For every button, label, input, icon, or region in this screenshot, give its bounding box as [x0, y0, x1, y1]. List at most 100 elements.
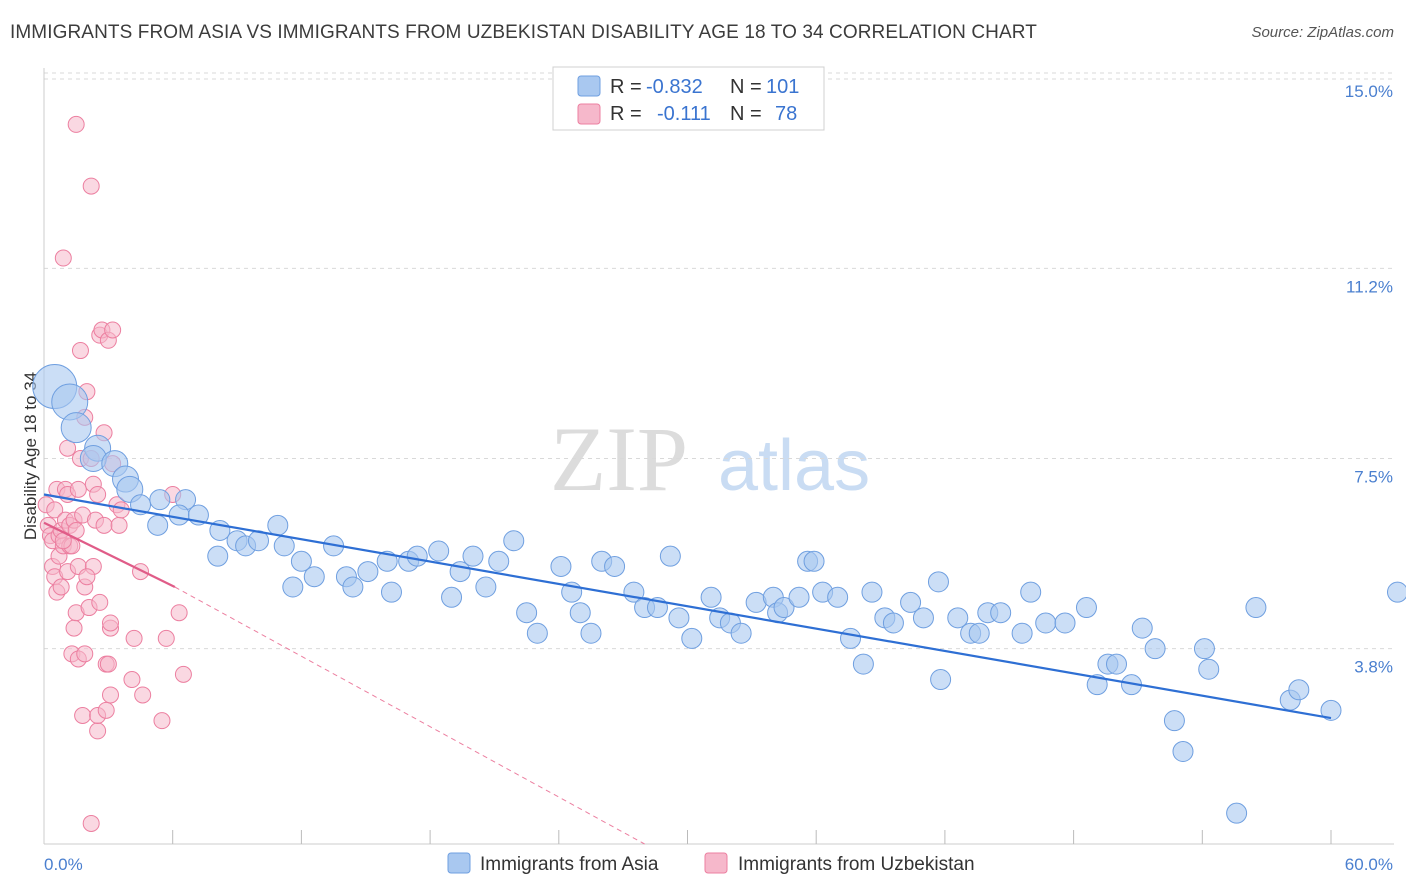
uzbekistan-point — [170, 604, 188, 622]
asia-point — [1386, 581, 1406, 603]
asia-point — [788, 586, 810, 608]
asia-point — [428, 540, 450, 562]
uzbekistan-point — [132, 563, 150, 581]
asia-point — [773, 597, 795, 619]
asia-point — [604, 555, 626, 577]
asia-point — [267, 514, 289, 536]
legend-r-label-asia: R = — [610, 76, 642, 98]
asia-point — [580, 622, 602, 644]
uzbekistan-point — [54, 249, 72, 267]
asia-point — [569, 602, 591, 624]
asia-point — [516, 602, 538, 624]
uzbekistan-point — [74, 707, 92, 724]
legend-n-label-uzbekistan: N = — [730, 103, 762, 125]
axes — [43, 68, 1394, 845]
chart-title: IMMIGRANTS FROM ASIA VS IMMIGRANTS FROM … — [10, 22, 1037, 43]
y-tick-label: 15.0% — [1345, 82, 1393, 101]
asia-point — [700, 586, 722, 608]
legend-r-label-uzbekistan: R = — [610, 103, 642, 125]
uzbekistan-point — [110, 516, 128, 534]
series-legend-label-asia: Immigrants from Asia — [480, 854, 659, 875]
asia-point — [827, 586, 849, 608]
uzbekistan-point — [65, 619, 83, 637]
uzbekistan-point — [125, 629, 143, 647]
asia-point — [968, 622, 990, 644]
asia-point — [1288, 679, 1310, 701]
uzbekistan-point — [46, 501, 64, 519]
asia-point — [1144, 638, 1166, 660]
uzbekistan-point — [89, 722, 107, 740]
asia-point — [1035, 612, 1057, 634]
series-legend-label-uzbekistan: Immigrants from Uzbekistan — [738, 854, 975, 875]
uzbekistan-point — [76, 645, 94, 663]
series-legend-swatch-asia — [447, 852, 471, 874]
legend-swatch-uzbekistan — [577, 103, 601, 125]
asia-point — [1086, 674, 1108, 696]
asia-point — [168, 504, 190, 526]
asia-point — [149, 489, 171, 511]
uzbekistan-point — [71, 342, 89, 360]
asia-point — [406, 545, 428, 567]
uzbekistan-point — [89, 485, 107, 503]
uzbekistan-point — [101, 686, 119, 704]
asia-point — [147, 514, 169, 536]
series-legend-swatch-uzbekistan — [704, 852, 728, 874]
asia-point — [659, 545, 681, 567]
asia-point — [882, 612, 904, 634]
uzbekistan-point — [123, 671, 141, 689]
legend-n-label-asia: N = — [730, 76, 762, 98]
grid-lines — [44, 72, 1394, 650]
asia-point — [376, 550, 398, 572]
uzbekistan-trendline-extension — [174, 586, 645, 845]
asia-point — [488, 550, 510, 572]
asia-point — [1075, 597, 1097, 619]
legend-r-value-asia: -0.832 — [646, 76, 703, 98]
uzbekistan-point — [91, 593, 109, 611]
legend-n-value-uzbekistan: 78 — [775, 103, 797, 125]
asia-point — [1054, 612, 1076, 634]
uzbekistan-trendline — [43, 521, 176, 588]
asia-point — [803, 550, 825, 572]
uzbekistan-point — [52, 578, 70, 596]
y-axis-tick-labels: 3.8% 7.5% 11.2% 15.0% — [1345, 82, 1393, 677]
uzbekistan-point — [99, 655, 117, 673]
asia-point — [1163, 710, 1185, 732]
asia-point — [1226, 802, 1248, 824]
asia-point — [1198, 658, 1220, 680]
asia-point — [730, 622, 752, 644]
legend-r-value-uzbekistan: -0.111 — [657, 103, 711, 125]
asia-point — [861, 581, 883, 603]
asia-point — [273, 535, 295, 557]
uzbekistan-point — [95, 516, 113, 534]
asia-point — [1106, 653, 1127, 675]
asia-point — [1193, 638, 1215, 660]
asia-point — [290, 550, 312, 572]
uzbekistan-point — [67, 115, 85, 133]
asia-point — [441, 586, 463, 608]
uzbekistan-point — [82, 814, 100, 832]
asia-point — [526, 622, 548, 644]
uzbekistan-point — [78, 568, 96, 586]
asia-point — [475, 576, 497, 598]
asia-point — [990, 602, 1012, 624]
uzbekistan-point — [174, 665, 192, 683]
asia-point — [900, 591, 922, 613]
asia-point — [1011, 622, 1033, 644]
uzbekistan-point — [153, 712, 171, 730]
asia-point — [668, 607, 690, 629]
asia-point — [947, 607, 969, 629]
uzbekistan-point — [97, 701, 115, 719]
stats-legend: R = -0.832 N = 101 R = -0.111 N = 78 — [552, 66, 825, 131]
uzbekistan-point — [104, 321, 122, 339]
asia-point — [912, 607, 934, 629]
asia-point — [60, 412, 92, 444]
asia-point — [342, 576, 364, 598]
asia-point — [207, 545, 229, 567]
y-tick-label: 11.2% — [1346, 277, 1393, 296]
uzbekistan-point — [134, 686, 152, 704]
legend-n-value-asia: 101 — [766, 76, 799, 98]
asia-point — [462, 545, 484, 567]
asia-point — [852, 653, 874, 675]
y-tick-label: 7.5% — [1354, 468, 1393, 487]
